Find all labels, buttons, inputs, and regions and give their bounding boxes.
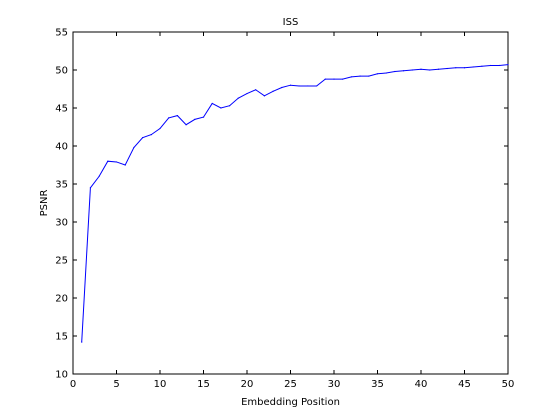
data-point bbox=[246, 92, 248, 95]
data-point bbox=[107, 160, 109, 162]
x-tick-label: 25 bbox=[284, 379, 297, 390]
data-point bbox=[385, 72, 387, 74]
data-point bbox=[342, 78, 344, 80]
data-point bbox=[403, 70, 405, 72]
y-tick-label: 50 bbox=[55, 66, 68, 77]
data-point bbox=[115, 161, 118, 163]
data-point bbox=[98, 175, 100, 177]
x-tick-label: 40 bbox=[415, 379, 428, 390]
data-point bbox=[289, 84, 292, 86]
data-point bbox=[89, 187, 91, 189]
y-axis-title: PSNR bbox=[39, 190, 50, 217]
x-tick-label: 50 bbox=[502, 379, 515, 390]
data-point bbox=[255, 89, 257, 91]
x-axis-title: Embedding Position bbox=[241, 397, 340, 408]
data-point bbox=[507, 64, 509, 66]
data-point bbox=[455, 67, 457, 69]
x-tick-label: 35 bbox=[371, 379, 384, 390]
y-tick-label: 20 bbox=[55, 294, 68, 305]
data-point bbox=[350, 76, 352, 78]
y-tick-label: 25 bbox=[55, 256, 68, 267]
chart-title: ISS bbox=[283, 17, 299, 28]
data-point bbox=[263, 95, 265, 97]
series-line bbox=[81, 64, 509, 343]
data-point bbox=[298, 85, 300, 87]
data-point bbox=[420, 68, 422, 70]
x-tick-label: 5 bbox=[113, 379, 119, 390]
data-point bbox=[202, 116, 205, 118]
data-point bbox=[142, 137, 144, 139]
y-tick-label: 40 bbox=[55, 142, 68, 153]
data-point bbox=[463, 67, 466, 69]
data-point bbox=[429, 69, 431, 71]
x-tick-label: 45 bbox=[458, 379, 471, 390]
x-tick-label: 15 bbox=[197, 379, 210, 390]
data-point bbox=[446, 67, 448, 70]
data-point bbox=[472, 66, 474, 68]
data-point bbox=[124, 164, 126, 166]
data-point bbox=[411, 69, 413, 71]
data-point bbox=[220, 107, 222, 109]
data-point bbox=[437, 68, 439, 70]
series-layer bbox=[81, 64, 509, 343]
data-point bbox=[368, 75, 370, 77]
data-point bbox=[150, 134, 152, 136]
data-point bbox=[281, 86, 283, 89]
data-point bbox=[490, 64, 492, 67]
x-tick-label: 30 bbox=[328, 379, 341, 390]
x-axis-ticks: 0 5 10 15 20 25 30 35 40 45 50 bbox=[70, 32, 515, 390]
data-point bbox=[272, 90, 274, 92]
y-tick-label: 15 bbox=[55, 332, 68, 343]
data-point bbox=[481, 65, 483, 67]
x-tick-label: 10 bbox=[154, 379, 167, 390]
data-point bbox=[168, 117, 170, 119]
data-point bbox=[498, 64, 500, 67]
y-tick-label: 10 bbox=[55, 370, 68, 381]
data-point bbox=[307, 85, 309, 87]
y-tick-label: 45 bbox=[55, 104, 68, 115]
data-point bbox=[185, 124, 187, 126]
data-point bbox=[211, 102, 213, 105]
y-axis-ticks: 10 15 20 25 30 35 40 45 50 55 bbox=[55, 28, 508, 381]
data-point bbox=[133, 146, 135, 149]
data-point bbox=[229, 105, 231, 107]
data-point bbox=[159, 127, 161, 130]
data-point bbox=[376, 73, 379, 75]
data-point bbox=[176, 115, 178, 117]
data-point bbox=[324, 78, 326, 80]
data-point bbox=[359, 75, 361, 77]
data-point bbox=[81, 341, 83, 343]
data-point bbox=[333, 78, 335, 80]
data-point bbox=[194, 118, 196, 120]
plot-area-frame bbox=[72, 31, 509, 375]
data-point bbox=[316, 85, 318, 87]
y-tick-label: 35 bbox=[55, 180, 68, 191]
data-point bbox=[237, 97, 239, 99]
y-tick-label: 30 bbox=[55, 218, 68, 229]
y-tick-label: 55 bbox=[55, 28, 68, 39]
data-point bbox=[394, 70, 396, 73]
x-tick-label: 0 bbox=[70, 379, 76, 390]
x-tick-label: 20 bbox=[241, 379, 254, 390]
